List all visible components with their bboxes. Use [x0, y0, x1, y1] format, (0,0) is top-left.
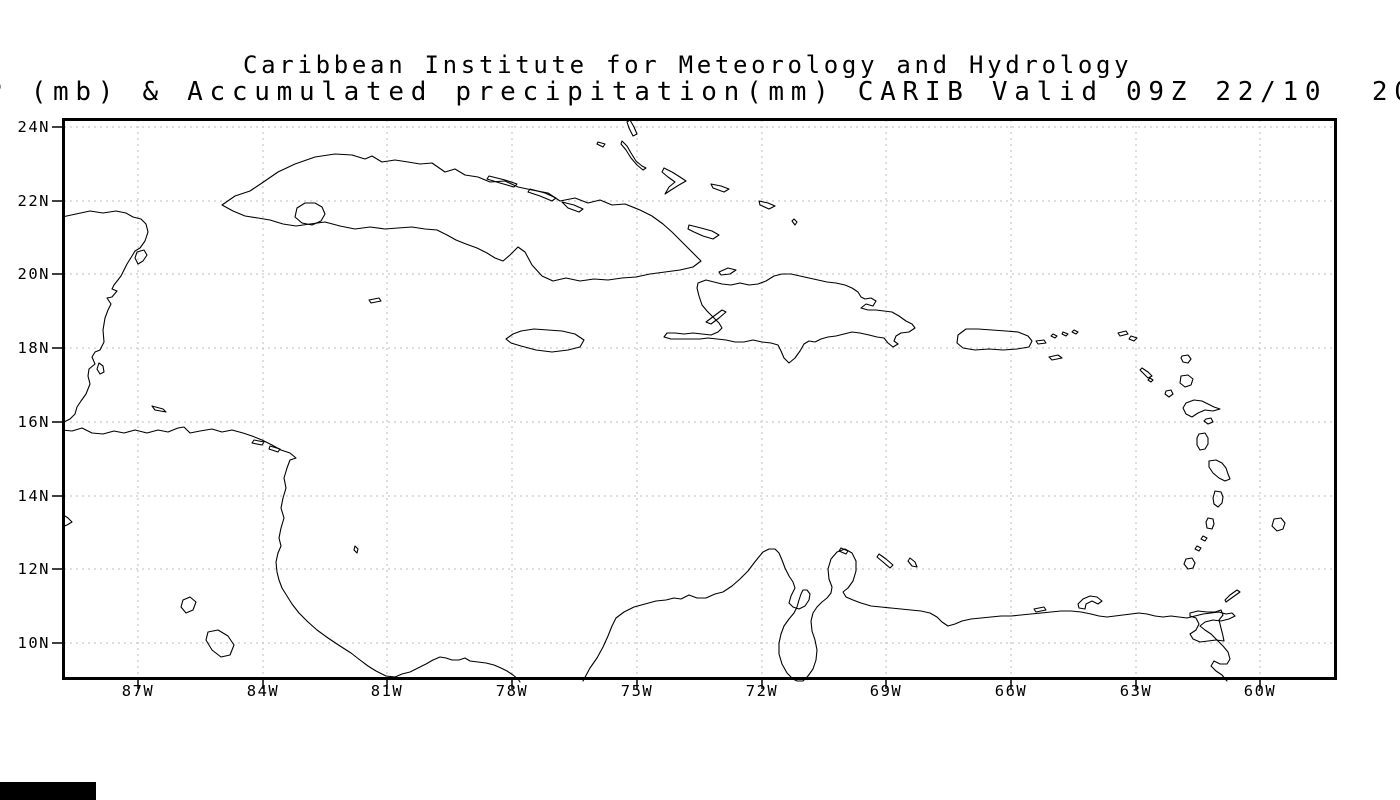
coast-la-tortuga-island	[1033, 606, 1047, 613]
coast-tobago	[1224, 589, 1241, 603]
coast-vieques	[1035, 339, 1047, 345]
coast-grenadines	[1194, 535, 1208, 552]
lat-label-16N: 16N	[17, 413, 50, 431]
map-title-line1: Caribbean Institute for Meteorology and …	[243, 51, 1133, 79]
coast-st-vincent	[1205, 517, 1215, 530]
coast-bonaire	[907, 557, 918, 568]
coast-marie-galante	[1203, 417, 1214, 425]
coast-cozumel-island	[134, 249, 148, 265]
coast-grand-turk	[791, 218, 798, 226]
lon-label-84W: 84W	[246, 682, 280, 700]
coast-st-kitts-nevis	[1139, 367, 1154, 383]
coast-yucatan-belize-coast	[62, 210, 149, 423]
coast-swan-island	[151, 405, 167, 413]
coast-tortue-island	[718, 267, 737, 276]
coast-virgin-islands	[1050, 329, 1079, 339]
lon-label-81W: 81W	[370, 682, 404, 700]
map-frame	[62, 118, 1337, 680]
coastlines-layer	[62, 119, 1286, 683]
coast-hispaniola	[663, 273, 916, 364]
lat-label-20N: 20N	[17, 265, 50, 283]
coast-trinidad	[1189, 609, 1225, 643]
coast-bahamas-long-island	[620, 140, 647, 171]
coast-colombia-venezuela-coast	[582, 548, 1236, 682]
coast-grenada	[1183, 557, 1196, 570]
lon-label-66W: 66W	[994, 682, 1028, 700]
lon-label-63W: 63W	[1119, 682, 1153, 700]
lon-label-60W: 60W	[1243, 682, 1277, 700]
coast-lake-nicaragua	[205, 629, 235, 658]
lat-label-22N: 22N	[17, 192, 50, 210]
coast-pacific-coast-fragment	[62, 513, 73, 528]
coast-cuba	[221, 153, 702, 282]
coast-providencia-island	[353, 545, 359, 554]
coast-st-lucia	[1212, 490, 1224, 508]
coast-cayman-islands	[368, 297, 382, 304]
lon-label-72W: 72W	[745, 682, 779, 700]
coast-lake-managua	[180, 596, 197, 614]
lat-label-14N: 14N	[17, 487, 50, 505]
lat-label-24N: 24N	[17, 118, 50, 136]
map-title-line2: P (mb) & Accumulated precipitation(mm) C…	[0, 77, 1400, 107]
coast-guadeloupe	[1182, 399, 1221, 418]
lon-label-69W: 69W	[869, 682, 903, 700]
lat-label-18N: 18N	[17, 339, 50, 357]
lon-label-78W: 78W	[495, 682, 529, 700]
coast-aruba	[838, 547, 849, 555]
coast-honduras-nicaragua-panama-coast	[62, 426, 521, 683]
lat-label-10N: 10N	[17, 634, 50, 652]
coast-bahamas-dash	[596, 141, 606, 148]
coast-puerto-rico	[956, 328, 1033, 351]
coast-antigua	[1179, 374, 1194, 388]
coast-isla-juventud	[294, 202, 326, 226]
coast-gonave-island	[705, 309, 727, 325]
lon-label-75W: 75W	[620, 682, 654, 700]
coast-dominica	[1196, 432, 1209, 451]
coast-barbuda	[1180, 354, 1192, 364]
coast-bay-islands	[251, 439, 281, 453]
coast-bahamas-top-sliver	[626, 119, 638, 137]
coast-jamaica	[505, 328, 585, 353]
coast-montserrat	[1164, 389, 1174, 398]
coast-martinique	[1208, 459, 1231, 482]
lat-label-12N: 12N	[17, 560, 50, 578]
coast-chinchorro-bank	[96, 362, 105, 375]
coast-curacao	[876, 553, 894, 569]
coast-st-croix	[1048, 354, 1063, 361]
coast-margarita-island	[1077, 595, 1103, 610]
coast-anguilla-group	[1117, 330, 1138, 342]
lon-label-87W: 87W	[121, 682, 155, 700]
coast-crooked-acklins	[661, 167, 687, 195]
coast-mayaguana	[710, 183, 730, 193]
coast-caicos	[758, 200, 776, 210]
render-artifact-bar	[0, 782, 96, 800]
coast-great-inagua	[687, 224, 720, 240]
coast-barbados	[1271, 517, 1286, 532]
coast-cuba-north-cays	[486, 175, 584, 213]
